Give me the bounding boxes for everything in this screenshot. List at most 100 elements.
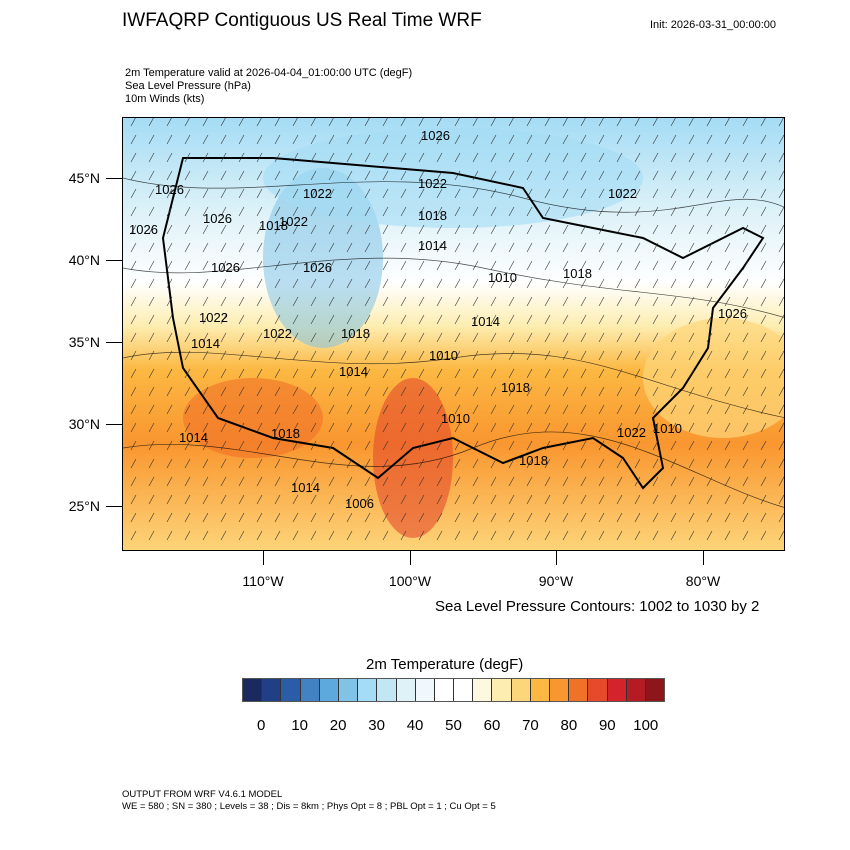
- wind-barb: [292, 422, 299, 433]
- colorbar-swatch: [319, 679, 339, 701]
- wind-barb: [328, 188, 335, 199]
- wind-barb: [346, 170, 353, 181]
- wind-barb: [130, 278, 137, 289]
- wind-barb: [436, 350, 443, 361]
- colorbar-swatch: [415, 679, 435, 701]
- wind-barb: [670, 530, 677, 541]
- wind-barb: [544, 206, 551, 217]
- wind-barb: [742, 118, 748, 127]
- wind-barb: [310, 440, 317, 451]
- wind-barb: [166, 118, 172, 127]
- wind-barb: [652, 332, 659, 343]
- wind-barb: [220, 494, 227, 505]
- wind-barb: [202, 530, 209, 541]
- wind-barb: [436, 206, 443, 217]
- wind-barb: [760, 278, 767, 289]
- wind-barb: [148, 152, 155, 163]
- wind-barb: [706, 224, 713, 235]
- wind-barb: [400, 422, 407, 433]
- wind-barb: [580, 224, 587, 235]
- wind-barb: [166, 494, 173, 505]
- wind-barb: [202, 134, 209, 145]
- wind-barb: [328, 260, 335, 271]
- wind-barb: [652, 170, 659, 181]
- wind-barb: [400, 476, 407, 487]
- wind-barb: [382, 188, 389, 199]
- wind-barb: [544, 332, 551, 343]
- wind-barb: [436, 278, 443, 289]
- wind-barb: [634, 350, 641, 361]
- wind-barb: [616, 458, 623, 469]
- wind-barb: [526, 494, 533, 505]
- wind-barb: [148, 170, 155, 181]
- wind-barb: [274, 494, 281, 505]
- colorbar-swatch: [281, 679, 301, 701]
- wind-barb: [778, 530, 784, 541]
- colorbar-swatch: [588, 679, 608, 701]
- wind-barb: [202, 494, 209, 505]
- wind-barb: [202, 458, 209, 469]
- colorbar-swatch: [492, 679, 512, 701]
- wind-barb: [544, 314, 551, 325]
- wind-barb: [454, 512, 461, 523]
- lat-label-25: 25°N: [68, 498, 100, 514]
- wind-barb: [238, 404, 245, 415]
- wind-barb: [238, 512, 245, 523]
- wind-barb: [688, 440, 695, 451]
- wind-barb: [724, 278, 731, 289]
- wind-barb: [184, 118, 190, 127]
- wind-barb: [184, 260, 191, 271]
- wind-barb: [202, 476, 209, 487]
- wind-barb: [130, 332, 137, 343]
- wind-barb: [184, 332, 191, 343]
- wind-barb: [274, 224, 281, 235]
- init-time: Init: 2026-03-31_00:00:00: [650, 19, 776, 31]
- wind-barb: [760, 260, 767, 271]
- wind-barb: [544, 260, 551, 271]
- wind-barb: [688, 118, 694, 127]
- wind-barb: [202, 314, 209, 325]
- wind-barb: [490, 512, 497, 523]
- wind-barb: [706, 134, 713, 145]
- wind-barb: [508, 422, 515, 433]
- wind-barb: [130, 188, 137, 199]
- wind-barb: [274, 278, 281, 289]
- wind-barb: [346, 422, 353, 433]
- wind-barb: [688, 458, 695, 469]
- wind-barb: [742, 404, 749, 415]
- colorbar-swatch: [300, 679, 320, 701]
- wind-barb: [472, 512, 479, 523]
- wind-barb: [382, 332, 389, 343]
- wind-barb: [382, 458, 389, 469]
- wind-barb: [742, 260, 749, 271]
- wind-barb: [760, 530, 767, 541]
- wind-barb: [778, 368, 784, 379]
- wind-barb: [544, 152, 551, 163]
- lon-label-80w: 80°W: [685, 573, 721, 589]
- wind-barb: [580, 296, 587, 307]
- wind-barb: [346, 332, 353, 343]
- wind-barb: [670, 404, 677, 415]
- wind-barb: [598, 476, 605, 487]
- wind-barb: [634, 332, 641, 343]
- contour-info: Sea Level Pressure Contours: 1002 to 103…: [435, 598, 760, 615]
- wind-barb: [256, 458, 263, 469]
- wind-barb: [364, 530, 371, 541]
- wind-barb: [454, 170, 461, 181]
- wind-barb: [256, 278, 263, 289]
- wind-barb: [184, 170, 191, 181]
- wind-barb: [274, 368, 281, 379]
- wind-barb: [472, 278, 479, 289]
- footer-settings: WE = 580 ; SN = 380 ; Levels = 38 ; Dis …: [122, 801, 496, 812]
- wind-barb: [418, 188, 425, 199]
- wind-barb: [598, 458, 605, 469]
- wind-barb: [184, 314, 191, 325]
- colorbar-swatch: [645, 679, 665, 701]
- wind-barb: [742, 134, 749, 145]
- wind-barb: [562, 422, 569, 433]
- wind-barb: [184, 440, 191, 451]
- wind-barb: [256, 350, 263, 361]
- wind-barb: [652, 386, 659, 397]
- wind-barb: [778, 332, 784, 343]
- wind-barb: [220, 152, 227, 163]
